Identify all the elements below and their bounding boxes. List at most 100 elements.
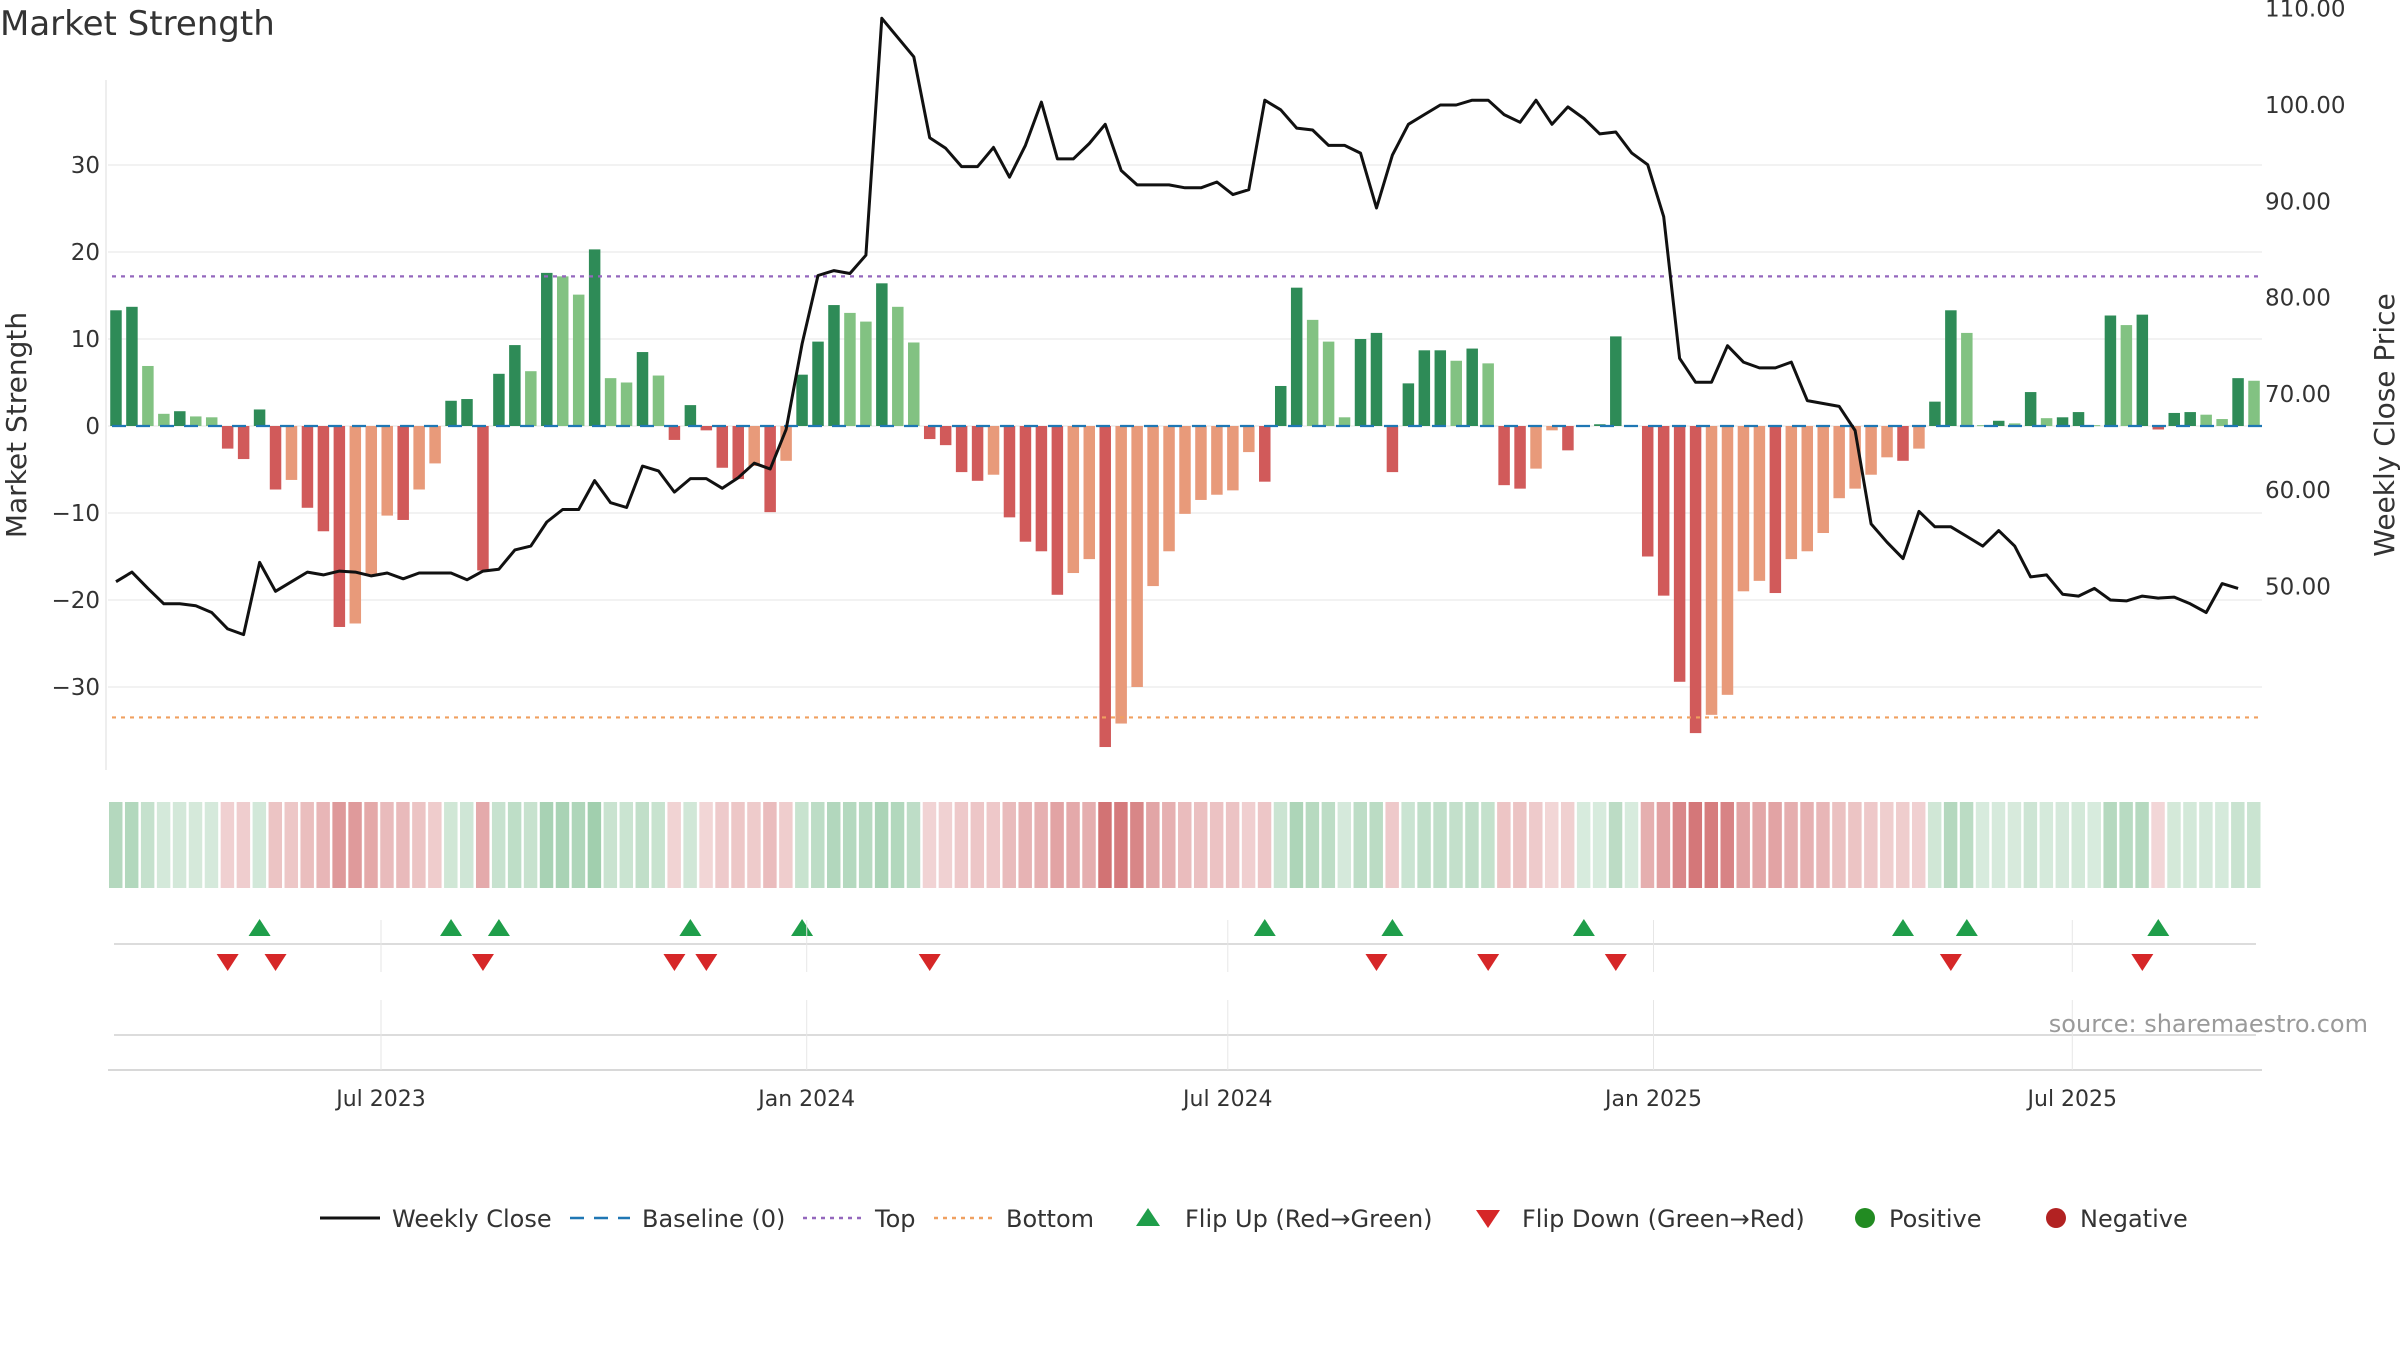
strength-bar — [604, 378, 617, 426]
strength-bar — [1610, 336, 1622, 426]
strength-bar — [445, 400, 457, 426]
flip-down-marker — [663, 954, 686, 971]
heat-strip-cell — [1816, 802, 1830, 888]
flip-down-marker — [216, 954, 239, 971]
strength-bar — [2216, 419, 2228, 426]
legend-label: Flip Up (Red→Green) — [1185, 1205, 1433, 1233]
strength-bar — [1753, 426, 1766, 581]
strength-bar — [1562, 426, 1574, 451]
flip-up-marker — [2147, 919, 2170, 936]
flip-down-marker — [471, 954, 494, 971]
y-right-tick-label: 100.00 — [2265, 93, 2345, 119]
heat-strip-cell — [1082, 802, 1096, 888]
heat-strip-cell — [2167, 802, 2181, 888]
heat-strip-cell — [1943, 802, 1958, 888]
strength-bar — [1530, 426, 1542, 469]
strength-bar — [1402, 383, 1415, 426]
heat-strip-cell — [1209, 802, 1224, 888]
strength-bar — [1227, 426, 1239, 491]
heat-strip-cell — [779, 802, 793, 888]
heat-strip-cell — [667, 802, 681, 888]
strength-bar — [1945, 310, 1957, 426]
strength-bar — [1147, 426, 1159, 587]
heat-strip-cell — [1576, 802, 1591, 888]
strength-bar — [1386, 426, 1399, 473]
heat-strip-cell — [1640, 802, 1655, 888]
heat-strip-cell — [1800, 802, 1814, 888]
flip-down-marker — [264, 954, 287, 971]
x-tick-label: Jul 2023 — [334, 1087, 426, 1112]
flip-down-marker — [1939, 954, 1962, 971]
heat-strip-cell — [1497, 802, 1511, 888]
strength-bar — [1067, 426, 1080, 574]
strength-bar — [1833, 426, 1845, 499]
strength-bar — [1673, 426, 1686, 682]
heat-strip-cell — [842, 802, 857, 888]
strength-bar — [828, 305, 840, 426]
heat-strip-cell — [140, 802, 155, 888]
strength-bar — [923, 426, 936, 440]
heat-strip-cell — [2055, 802, 2070, 888]
strength-bar — [285, 426, 298, 480]
strength-bar — [1035, 426, 1048, 552]
strength-bar — [2184, 412, 2196, 426]
strength-bar — [333, 426, 346, 627]
strength-bar — [205, 417, 218, 426]
y-right-tick-label: 70.00 — [2265, 382, 2331, 408]
strength-bar — [2088, 425, 2101, 427]
strength-bar — [2024, 392, 2037, 426]
strength-bar — [1737, 426, 1750, 592]
strength-bar — [509, 345, 521, 426]
strength-bar — [365, 426, 378, 576]
heat-strip-cell — [811, 802, 825, 888]
heat-strip-cell — [1369, 802, 1383, 888]
strength-bar — [987, 426, 1000, 475]
heat-strip-cell — [619, 802, 634, 888]
strength-bar — [158, 413, 170, 426]
heat-strip-cell — [938, 802, 953, 888]
strength-bar — [1306, 319, 1319, 426]
heat-strip-cell — [109, 802, 123, 888]
y-left-tick-label: −30 — [51, 675, 100, 701]
heat-strip-cell — [2103, 802, 2117, 888]
strength-bar — [1051, 426, 1064, 595]
heat-strip-cell — [1193, 802, 1208, 888]
strength-bar — [381, 426, 393, 516]
strength-bar — [317, 426, 330, 532]
strength-bar — [1881, 426, 1893, 458]
flip-down-marker — [1604, 954, 1627, 971]
strength-bar — [860, 321, 872, 426]
strength-bar — [2040, 418, 2053, 426]
heat-strip-cell — [1991, 802, 2006, 888]
heat-strip-cell — [300, 802, 314, 888]
heat-strip-cell — [2087, 802, 2101, 888]
heat-strip-cell — [1385, 802, 1399, 888]
strength-bar — [716, 426, 729, 468]
strength-bar — [939, 426, 952, 446]
strength-bar — [1370, 332, 1383, 426]
strength-bar — [174, 411, 186, 426]
legend-label: Baseline (0) — [642, 1205, 785, 1233]
flip-up-marker — [487, 919, 510, 936]
y-right-tick-label: 50.00 — [2265, 575, 2331, 601]
heat-strip-cell — [874, 802, 889, 888]
flip-up-marker — [1955, 919, 1978, 936]
strength-bar — [1705, 426, 1718, 715]
flip-down-marker — [1477, 954, 1500, 971]
strength-bar — [349, 426, 362, 624]
heat-strip-cell — [2215, 802, 2229, 888]
strength-bar — [908, 342, 920, 426]
strength-bar — [1115, 426, 1127, 724]
flip-up-marker — [1381, 919, 1404, 936]
strength-bar — [1434, 350, 1447, 426]
strength-bar — [1290, 287, 1303, 426]
heat-strip-cell — [348, 802, 362, 888]
heat-strip-cell — [284, 802, 298, 888]
heat-strip-cell — [1529, 802, 1543, 888]
flip-down-marker — [918, 954, 941, 971]
heat-strip-cell — [1848, 802, 1862, 888]
heat-strip-cell — [2039, 802, 2054, 888]
strength-bar — [429, 426, 441, 464]
heat-strip-cell — [1241, 802, 1256, 888]
strength-bar — [1083, 426, 1096, 560]
